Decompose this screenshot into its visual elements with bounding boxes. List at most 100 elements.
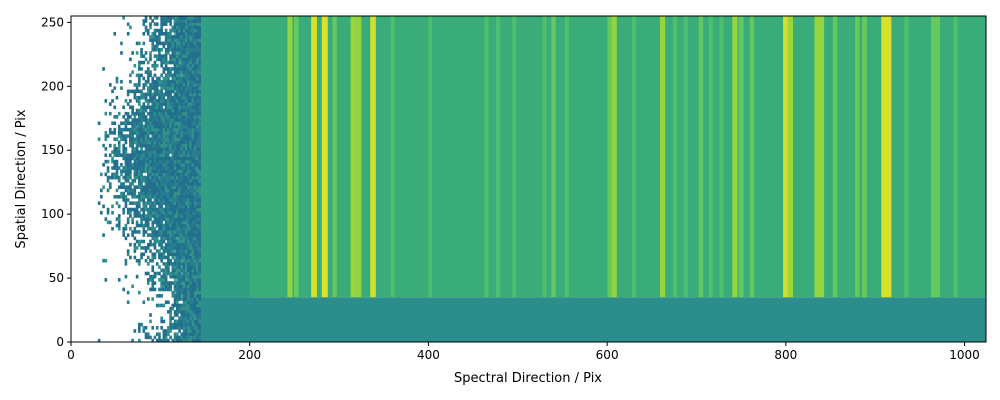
masked-pixel [198,25,201,30]
masked-pixel [173,16,177,20]
masked-pixel [178,38,181,42]
masked-pixel [173,326,177,330]
masked-pixel [182,290,186,295]
masked-pixel [106,207,110,212]
masked-pixel [162,230,166,234]
masked-pixel [149,156,152,161]
masked-pixel [129,207,132,212]
masked-pixel [175,303,179,308]
masked-pixel [191,290,195,295]
masked-pixel [193,297,197,301]
masked-pixel [175,332,179,337]
masked-pixel [149,169,152,174]
masked-pixel [133,131,137,135]
masked-pixel [169,95,172,100]
masked-pixel [124,111,128,116]
masked-pixel [162,95,166,100]
masked-pixel [133,159,137,164]
masked-pixel [155,271,159,276]
masked-pixel [180,194,184,199]
masked-pixel [131,156,134,161]
masked-pixel [164,191,168,196]
masked-pixel [191,185,195,189]
masked-pixel [187,265,190,269]
masked-pixel [175,131,179,135]
masked-pixel [164,63,168,68]
masked-pixel [144,124,148,129]
masked-pixel [115,166,119,170]
masked-pixel [184,19,188,23]
masked-pixel [167,310,170,314]
masked-pixel [171,147,175,151]
masked-pixel [175,258,179,263]
masked-pixel [153,191,157,196]
masked-pixel [164,115,168,119]
masked-pixel [149,35,152,39]
masked-pixel [193,92,197,97]
masked-pixel [153,166,157,170]
masked-pixel [155,124,159,129]
x-tick-label: 800 [774,348,797,362]
masked-pixel [158,201,161,205]
masked-pixel [189,35,193,39]
masked-pixel [117,185,121,189]
masked-pixel [182,201,186,205]
masked-pixel [184,268,188,273]
masked-pixel [133,242,137,247]
masked-pixel [184,281,188,285]
masked-pixel [182,140,186,145]
masked-pixel [124,127,128,132]
masked-pixel [193,67,197,71]
masked-pixel [129,182,132,186]
masked-pixel [196,166,199,170]
masked-pixel [164,217,168,221]
masked-pixel [178,41,181,46]
masked-pixel [158,47,161,52]
masked-pixel [146,31,150,36]
masked-pixel [187,204,190,209]
masked-pixel [131,140,134,145]
masked-pixel [196,28,199,33]
masked-pixel [187,303,190,308]
masked-pixel [187,335,190,340]
masked-pixel [173,99,177,103]
masked-pixel [173,163,177,167]
masked-pixel [146,118,150,122]
masked-pixel [138,163,141,167]
masked-pixel [184,188,188,193]
masked-pixel [138,118,141,122]
masked-pixel [158,57,161,62]
masked-pixel [124,124,128,129]
masked-pixel [196,79,199,84]
masked-pixel [164,140,168,145]
masked-pixel [180,255,184,260]
masked-pixel [120,79,123,84]
masked-pixel [182,246,186,250]
masked-pixel [175,255,179,260]
masked-pixel [187,179,190,183]
masked-pixel [153,115,157,119]
masked-pixel [129,140,132,145]
masked-pixel [173,194,177,199]
masked-pixel [196,313,199,317]
masked-pixel [155,191,159,196]
masked-pixel [167,127,170,132]
masked-pixel [180,44,184,49]
masked-pixel [178,242,181,247]
masked-pixel [167,89,170,94]
masked-pixel [169,242,172,247]
masked-pixel [182,118,186,122]
masked-pixel [167,79,170,84]
masked-pixel [151,102,155,106]
masked-pixel [138,204,141,209]
emission-line [631,16,637,298]
masked-pixel [169,44,172,49]
masked-pixel [175,182,179,186]
masked-pixel [149,159,152,164]
masked-pixel [171,102,175,106]
masked-pixel [142,153,146,158]
masked-pixel [191,25,195,30]
masked-pixel [160,207,163,212]
